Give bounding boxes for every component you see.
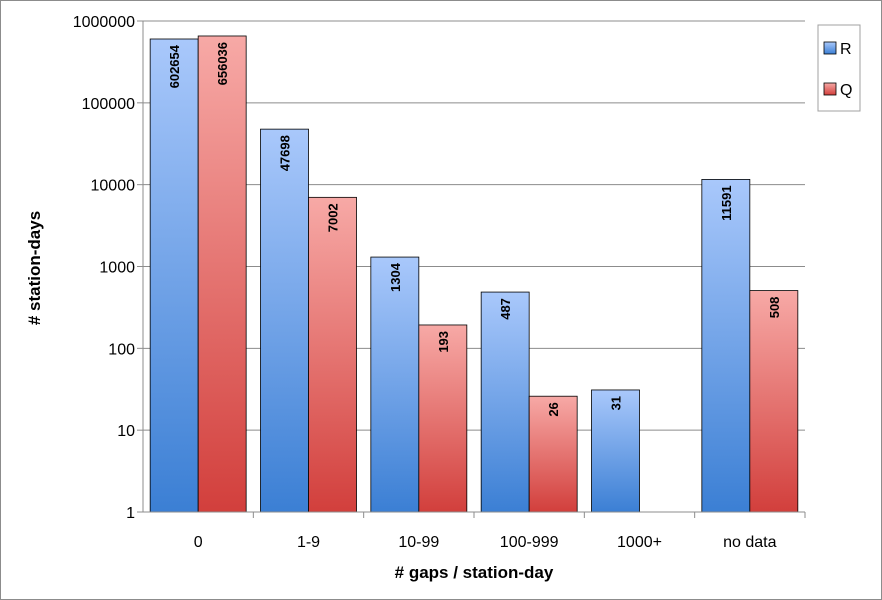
legend-swatch-q (823, 82, 837, 96)
x-tick-label: 10-99 (398, 534, 439, 551)
data-label-q: 508 (767, 297, 782, 319)
x-tick-label: 0 (194, 534, 203, 551)
data-label-r: 602654 (167, 44, 182, 88)
legend-label-r: R (840, 41, 852, 58)
bar-q (528, 395, 578, 513)
gridlines (143, 20, 805, 431)
legend: R Q (817, 24, 861, 112)
data-label-q: 193 (436, 331, 451, 353)
x-tick-label: 1-9 (297, 534, 320, 551)
data-label-q: 656036 (215, 42, 230, 85)
data-labels: 602654 656036 47698 7002 1304 193 487 26 31 11591… (167, 42, 782, 417)
x-tick-label: no data (723, 534, 776, 551)
x-axis-title: # gaps / station-day (395, 563, 554, 582)
y-tick-label: 1000 (99, 260, 135, 277)
bar-q (749, 290, 799, 513)
bar-q (197, 35, 247, 513)
data-label-r: 11591 (719, 185, 734, 220)
legend-swatch-r (823, 41, 837, 55)
y-tick-label: 10 (117, 423, 135, 440)
data-label-q: 26 (546, 402, 561, 416)
bar-r (591, 389, 640, 513)
bar-r (260, 128, 309, 513)
y-tick-label: 100 (108, 341, 135, 358)
x-tick-label: 100-999 (500, 534, 559, 551)
bars (149, 35, 799, 513)
data-label-r: 31 (609, 396, 624, 410)
legend-label-q: Q (840, 82, 852, 99)
data-label-r: 47698 (278, 135, 293, 171)
y-tick-label: 1 (126, 505, 135, 522)
bar-q (418, 324, 468, 513)
y-axis-title: # station-days (25, 211, 44, 325)
legend-box (817, 24, 861, 112)
data-label-q: 7002 (326, 203, 341, 232)
x-tick-label: 1000+ (617, 534, 662, 551)
y-tick-label: 100000 (82, 96, 135, 113)
data-label-r: 1304 (388, 262, 403, 292)
y-tick-label: 10000 (91, 178, 136, 195)
bar-r (370, 256, 420, 513)
bar-r (480, 291, 530, 513)
bar-r (149, 38, 199, 513)
bar-r (701, 179, 751, 513)
bar-q (308, 196, 357, 513)
data-label-r: 487 (498, 298, 513, 320)
axes: 1 10 100 1000 10000 100000 1000000 0 1-9 10-99 100… (73, 14, 806, 551)
y-tick-label: 1000000 (73, 14, 135, 31)
